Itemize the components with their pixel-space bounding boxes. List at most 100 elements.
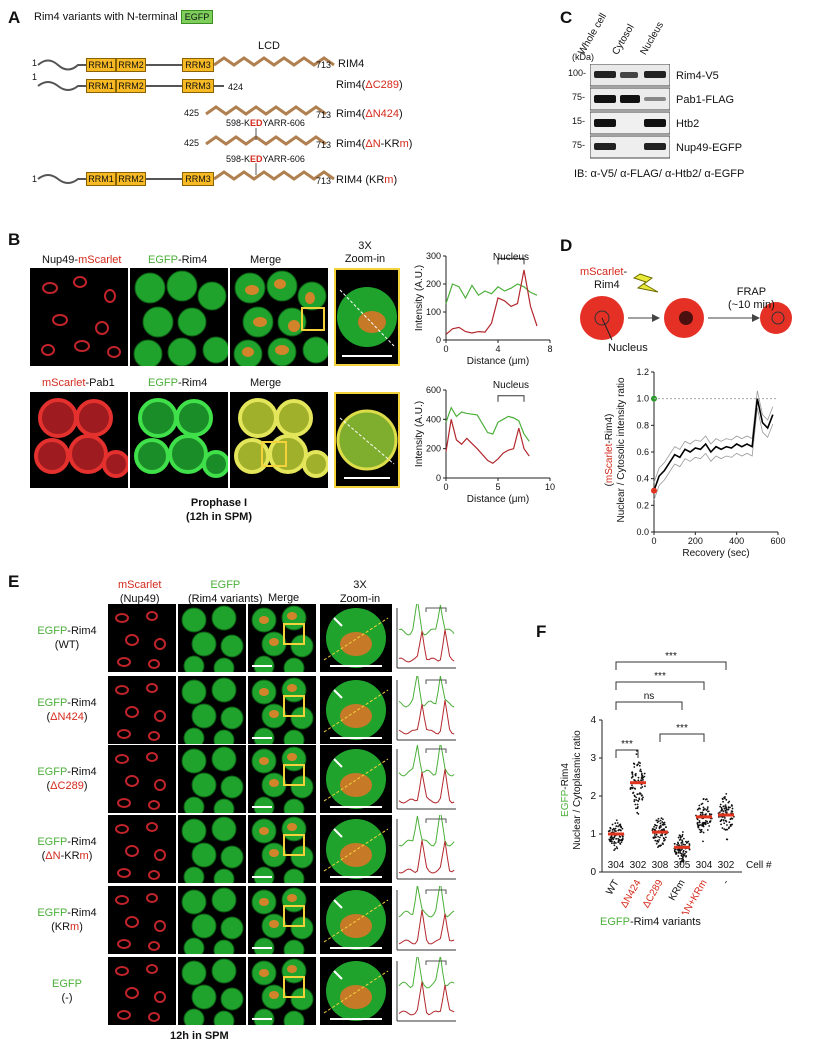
- y-tick-label: 0.4: [636, 474, 649, 484]
- y-tick-label: 200: [426, 444, 441, 454]
- blot4-name: Nup49-EGFP: [676, 142, 743, 154]
- sig-label: ***: [665, 651, 677, 662]
- e-image-merge: [248, 676, 316, 744]
- data-point: [610, 835, 613, 838]
- blot2-name: Pab1-FLAG: [676, 94, 735, 106]
- data-point: [610, 838, 613, 841]
- category-label: WT: [604, 878, 621, 897]
- data-point: [682, 851, 685, 853]
- data-point: [702, 831, 705, 834]
- data-point: [727, 806, 730, 809]
- panel-a-label: A: [8, 8, 21, 27]
- sig-bracket: [615, 661, 727, 670]
- data-point: [633, 763, 636, 765]
- data-point: [707, 800, 709, 803]
- data-point: [724, 809, 727, 812]
- cell-count: 304: [608, 860, 625, 871]
- data-point: [660, 817, 663, 820]
- y-tick-label: 1: [590, 829, 596, 840]
- f-scatter-plot: 01234304WT302ΔN424308ΔC289305KRm304ΔN+KR…: [590, 651, 772, 914]
- e-image-merge: [248, 886, 316, 954]
- data-point: [700, 830, 703, 833]
- b-row1-col2-title: EGFP-Rim4: [148, 254, 208, 266]
- data-point: [635, 807, 637, 810]
- data-point: [679, 850, 682, 853]
- data-point: [653, 835, 656, 837]
- y-tick-label: 600: [426, 385, 441, 395]
- data-point: [656, 821, 659, 824]
- data-point: [641, 794, 643, 797]
- cell-count: 304: [696, 860, 713, 871]
- lane-nucleus: Nucleus: [638, 20, 667, 57]
- data-point: [619, 825, 622, 828]
- data-point: [702, 806, 705, 809]
- data-point: [725, 792, 728, 795]
- data-point: [643, 772, 646, 775]
- data-point: [720, 823, 722, 826]
- series-line: [445, 269, 538, 335]
- data-point: [676, 848, 679, 851]
- data-point: [679, 857, 681, 860]
- cell-count: 302: [718, 860, 735, 871]
- data-point: [632, 792, 634, 795]
- x-tick-label: 4: [495, 344, 500, 354]
- row2-end: 424: [228, 82, 244, 92]
- data-point: [637, 799, 639, 802]
- d-frap-label: FRAP (~10 min): [728, 286, 775, 311]
- data-point: [629, 787, 632, 790]
- data-point: [682, 860, 685, 863]
- data-point: [634, 773, 637, 776]
- category-label: KRm: [667, 878, 688, 903]
- category-label: -: [720, 878, 731, 886]
- data-point: [657, 835, 660, 838]
- b-zoom-title: 3X Zoom-in: [344, 240, 386, 265]
- data-point: [706, 806, 709, 808]
- mut-label-row4: 598-KEDYARR-606: [226, 118, 305, 128]
- data-point: [731, 817, 734, 820]
- data-point: [658, 838, 661, 841]
- b-egfp-rim4-image-2: [130, 392, 228, 488]
- y-tick-label: 0.8: [636, 420, 649, 430]
- e-col2-title: EGFP (Rim4 variants): [188, 579, 263, 605]
- mean-line: [653, 398, 774, 491]
- y-tick-label: 0.6: [636, 447, 649, 457]
- cell-count: 308: [652, 860, 669, 871]
- row2-name: Rim4(ΔC289): [336, 79, 403, 91]
- data-point: [727, 808, 730, 811]
- b-intensity-plot-1: 0 100 200 300 0 4 8 Distance (μm) Intensity (A.U…: [414, 251, 553, 367]
- data-point: [663, 821, 666, 824]
- data-point: [722, 800, 724, 803]
- data-point: [619, 843, 622, 845]
- data-point: [636, 764, 639, 767]
- data-point: [723, 807, 726, 810]
- data-point: [682, 843, 685, 846]
- data-point: [681, 831, 684, 833]
- d-probe-label: mScarlet- Rim4: [580, 266, 628, 291]
- data-point: [655, 833, 658, 836]
- data-point: [704, 823, 707, 826]
- data-point: [699, 811, 702, 814]
- data-point: [679, 836, 682, 839]
- row3-start: 425: [184, 108, 200, 118]
- data-point: [636, 803, 639, 806]
- data-point: [661, 821, 664, 823]
- panel-a-title: Rim4 variants with N-terminal EGFP: [34, 10, 214, 24]
- data-point: [614, 842, 617, 844]
- data-point: [730, 823, 733, 826]
- data-point: [679, 835, 682, 837]
- data-point: [699, 813, 702, 816]
- d-ylabel: (mScarlet-Rim4) Nuclear / Cytosolic inte…: [604, 377, 627, 523]
- data-point: [681, 855, 684, 858]
- data-point: [661, 834, 663, 837]
- data-point: [723, 822, 726, 825]
- data-point: [706, 820, 708, 823]
- x-tick-label: 10: [545, 482, 555, 492]
- data-point: [655, 819, 658, 822]
- data-point: [718, 816, 720, 818]
- x-tick-label: 8: [547, 344, 552, 354]
- data-point: [631, 773, 634, 776]
- data-point: [707, 822, 709, 825]
- lane-whole-cell: Whole cell: [576, 11, 610, 57]
- post-bleach-point: [651, 487, 657, 494]
- e-image-zoom: [320, 957, 392, 1025]
